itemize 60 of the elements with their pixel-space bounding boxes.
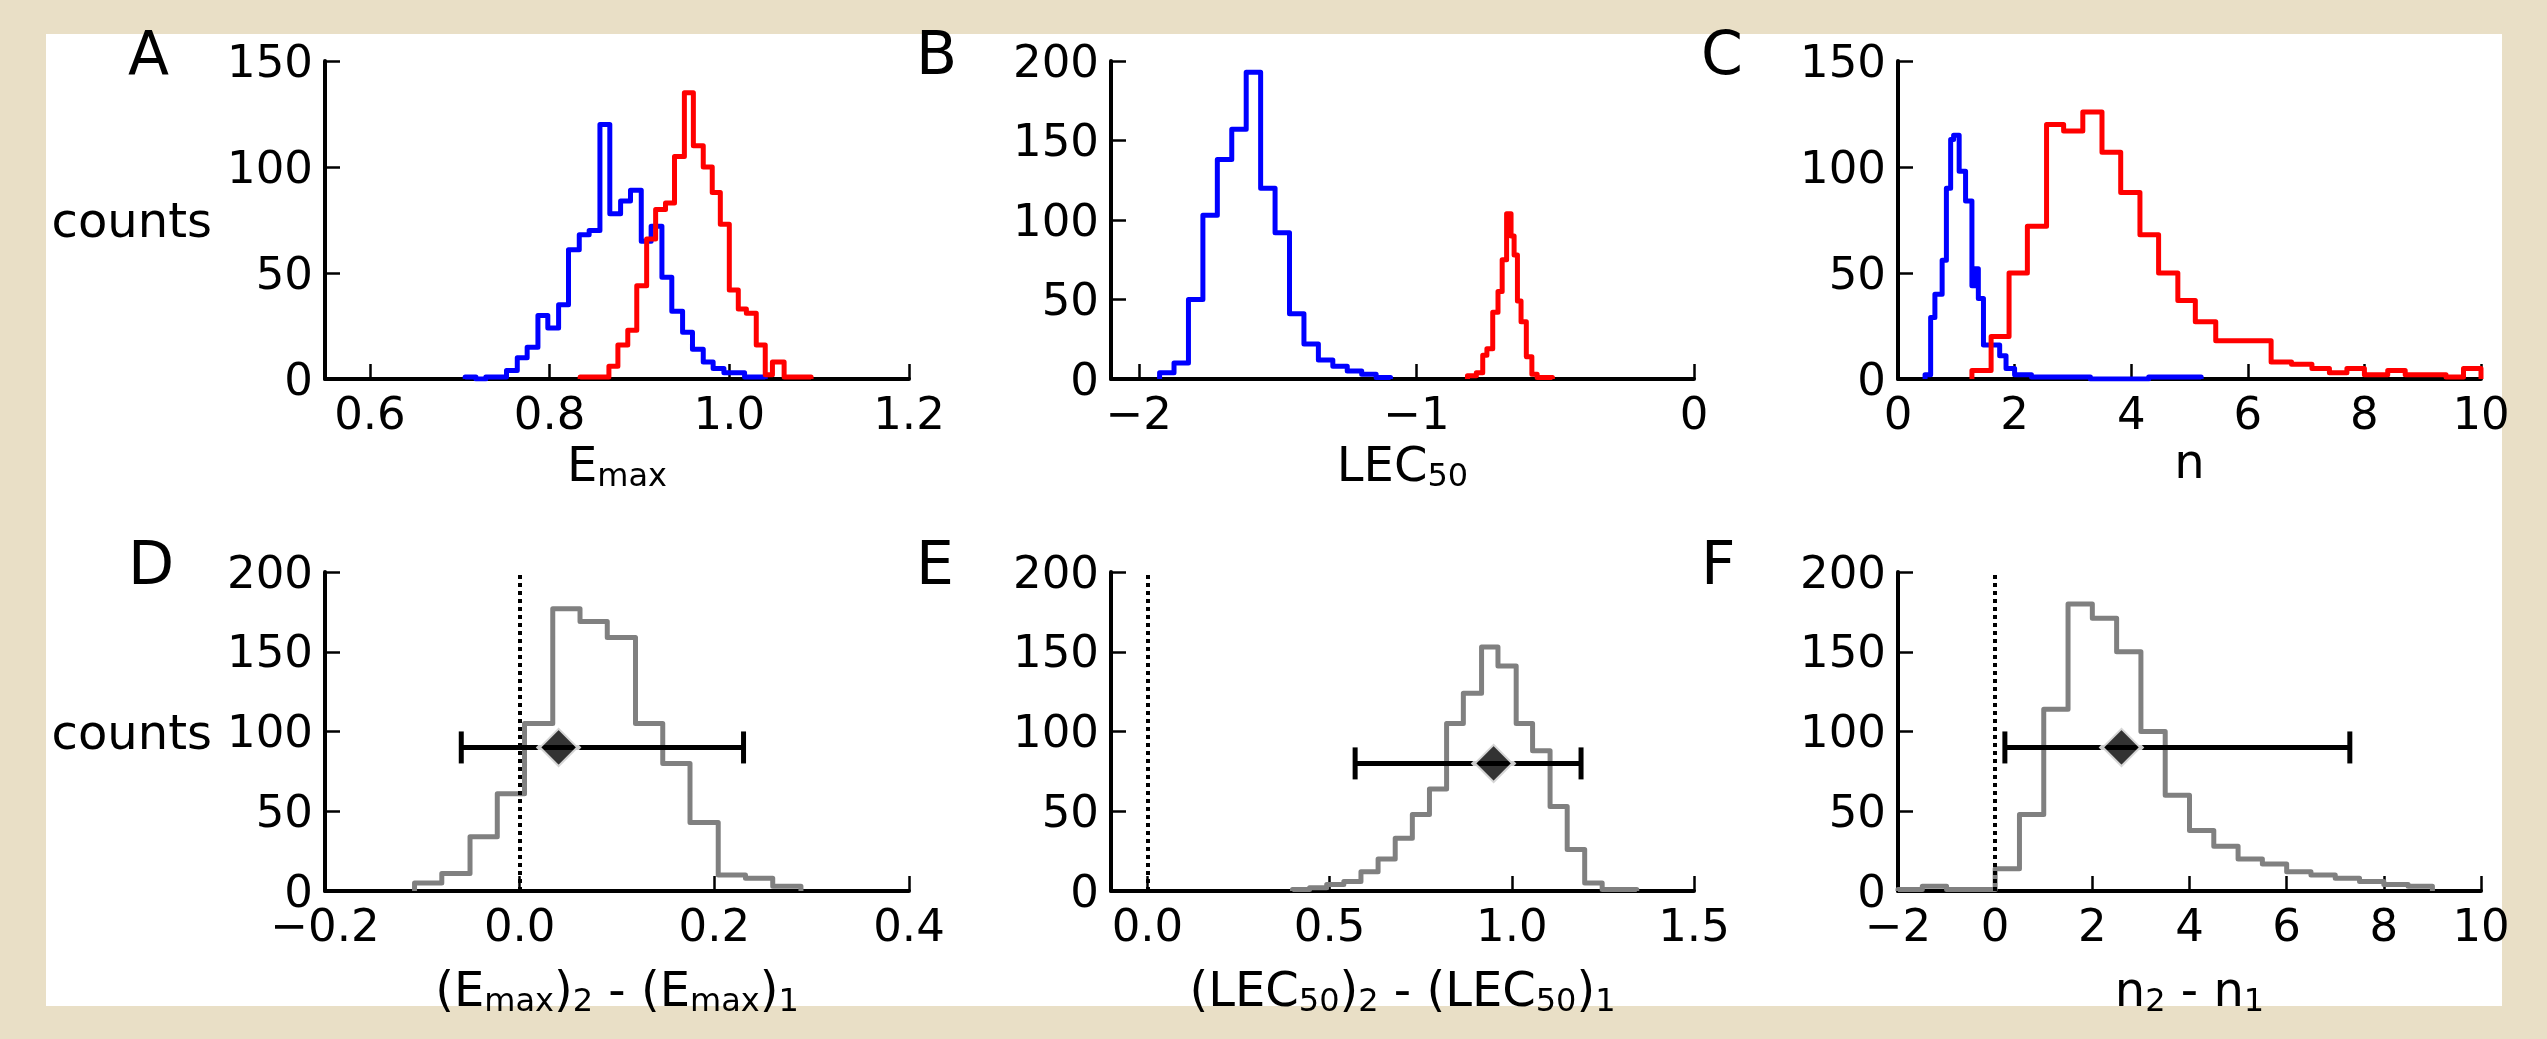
chart-title: A	[128, 18, 170, 88]
y-tick-label: 150	[1800, 625, 1886, 679]
x-tick-label: 1.0	[693, 387, 766, 440]
y-tick-label: 50	[1041, 273, 1099, 326]
x-tick-label: 1.5	[1658, 899, 1730, 952]
y-tick-label: 50	[1041, 784, 1099, 838]
x-tick-label: 0.0	[483, 899, 556, 952]
y-tick-label: 150	[1013, 114, 1099, 167]
chart-title: C	[1701, 18, 1743, 88]
x-tick-label: 0.5	[1293, 899, 1366, 952]
x-tick-label: 0.6	[334, 387, 406, 440]
y-tick-label: 100	[1013, 705, 1099, 758]
x-tick-label: 2	[2000, 387, 2029, 440]
x-tick-label: 4	[2116, 387, 2146, 440]
y-tick-label: 200	[1013, 34, 1099, 88]
y-tick-label: 100	[227, 705, 313, 758]
y-tick-label: 50	[1828, 246, 1886, 300]
y-tick-label: 0	[284, 352, 313, 406]
x-tick-label: 0.0	[1111, 899, 1184, 952]
x-tick-label: −1	[1383, 387, 1450, 440]
y-tick-label: 200	[227, 545, 313, 599]
x-tick-label: −2	[1105, 387, 1172, 440]
x-tick-label: 0	[1679, 387, 1709, 440]
y-tick-label: 100	[1013, 193, 1099, 247]
y-tick-label: 50	[1828, 784, 1886, 838]
x-tick-label: 2	[2078, 899, 2107, 952]
chart-title: E	[916, 528, 954, 598]
y-tick-label: 150	[1013, 625, 1099, 679]
y-tick-label: 0	[1070, 864, 1099, 918]
x-tick-label: 0.4	[873, 899, 945, 952]
x-tick-label: 8	[2350, 387, 2379, 440]
y-tick-label: 0	[1070, 352, 1099, 406]
y-tick-label: 50	[255, 246, 313, 300]
x-tick-label: 0.2	[678, 899, 751, 952]
x-tick-label: 6	[2233, 387, 2263, 440]
y-tick-label: 0	[1857, 352, 1886, 406]
y-tick-label: 200	[1013, 545, 1099, 599]
x-axis-title: n	[2174, 432, 2205, 489]
chart-title: F	[1701, 528, 1736, 598]
x-tick-label: 10	[2452, 899, 2510, 952]
y-tick-label: 100	[1800, 140, 1886, 194]
y-tick-label: 200	[1800, 545, 1886, 599]
x-tick-label: 4	[2175, 899, 2204, 952]
x-tick-label: 1.2	[873, 387, 945, 440]
y-axis-title: counts	[51, 703, 212, 760]
chart-title: D	[128, 528, 175, 598]
y-tick-label: 50	[255, 784, 313, 838]
chart-title: B	[916, 18, 958, 88]
y-axis-title: counts	[51, 192, 212, 248]
y-tick-label: 150	[1800, 34, 1886, 88]
x-tick-label: 10	[2452, 387, 2510, 440]
y-tick-label: 150	[227, 34, 313, 88]
y-tick-label: 150	[227, 625, 313, 679]
x-tick-label: 0	[1980, 899, 2010, 952]
y-tick-label: 100	[1800, 705, 1886, 758]
x-tick-label: 0.8	[513, 387, 586, 440]
x-tick-label: 6	[2272, 899, 2301, 952]
x-tick-label: 1.0	[1476, 899, 1548, 952]
x-tick-label: 8	[2369, 899, 2399, 952]
y-tick-label: 100	[227, 140, 313, 194]
